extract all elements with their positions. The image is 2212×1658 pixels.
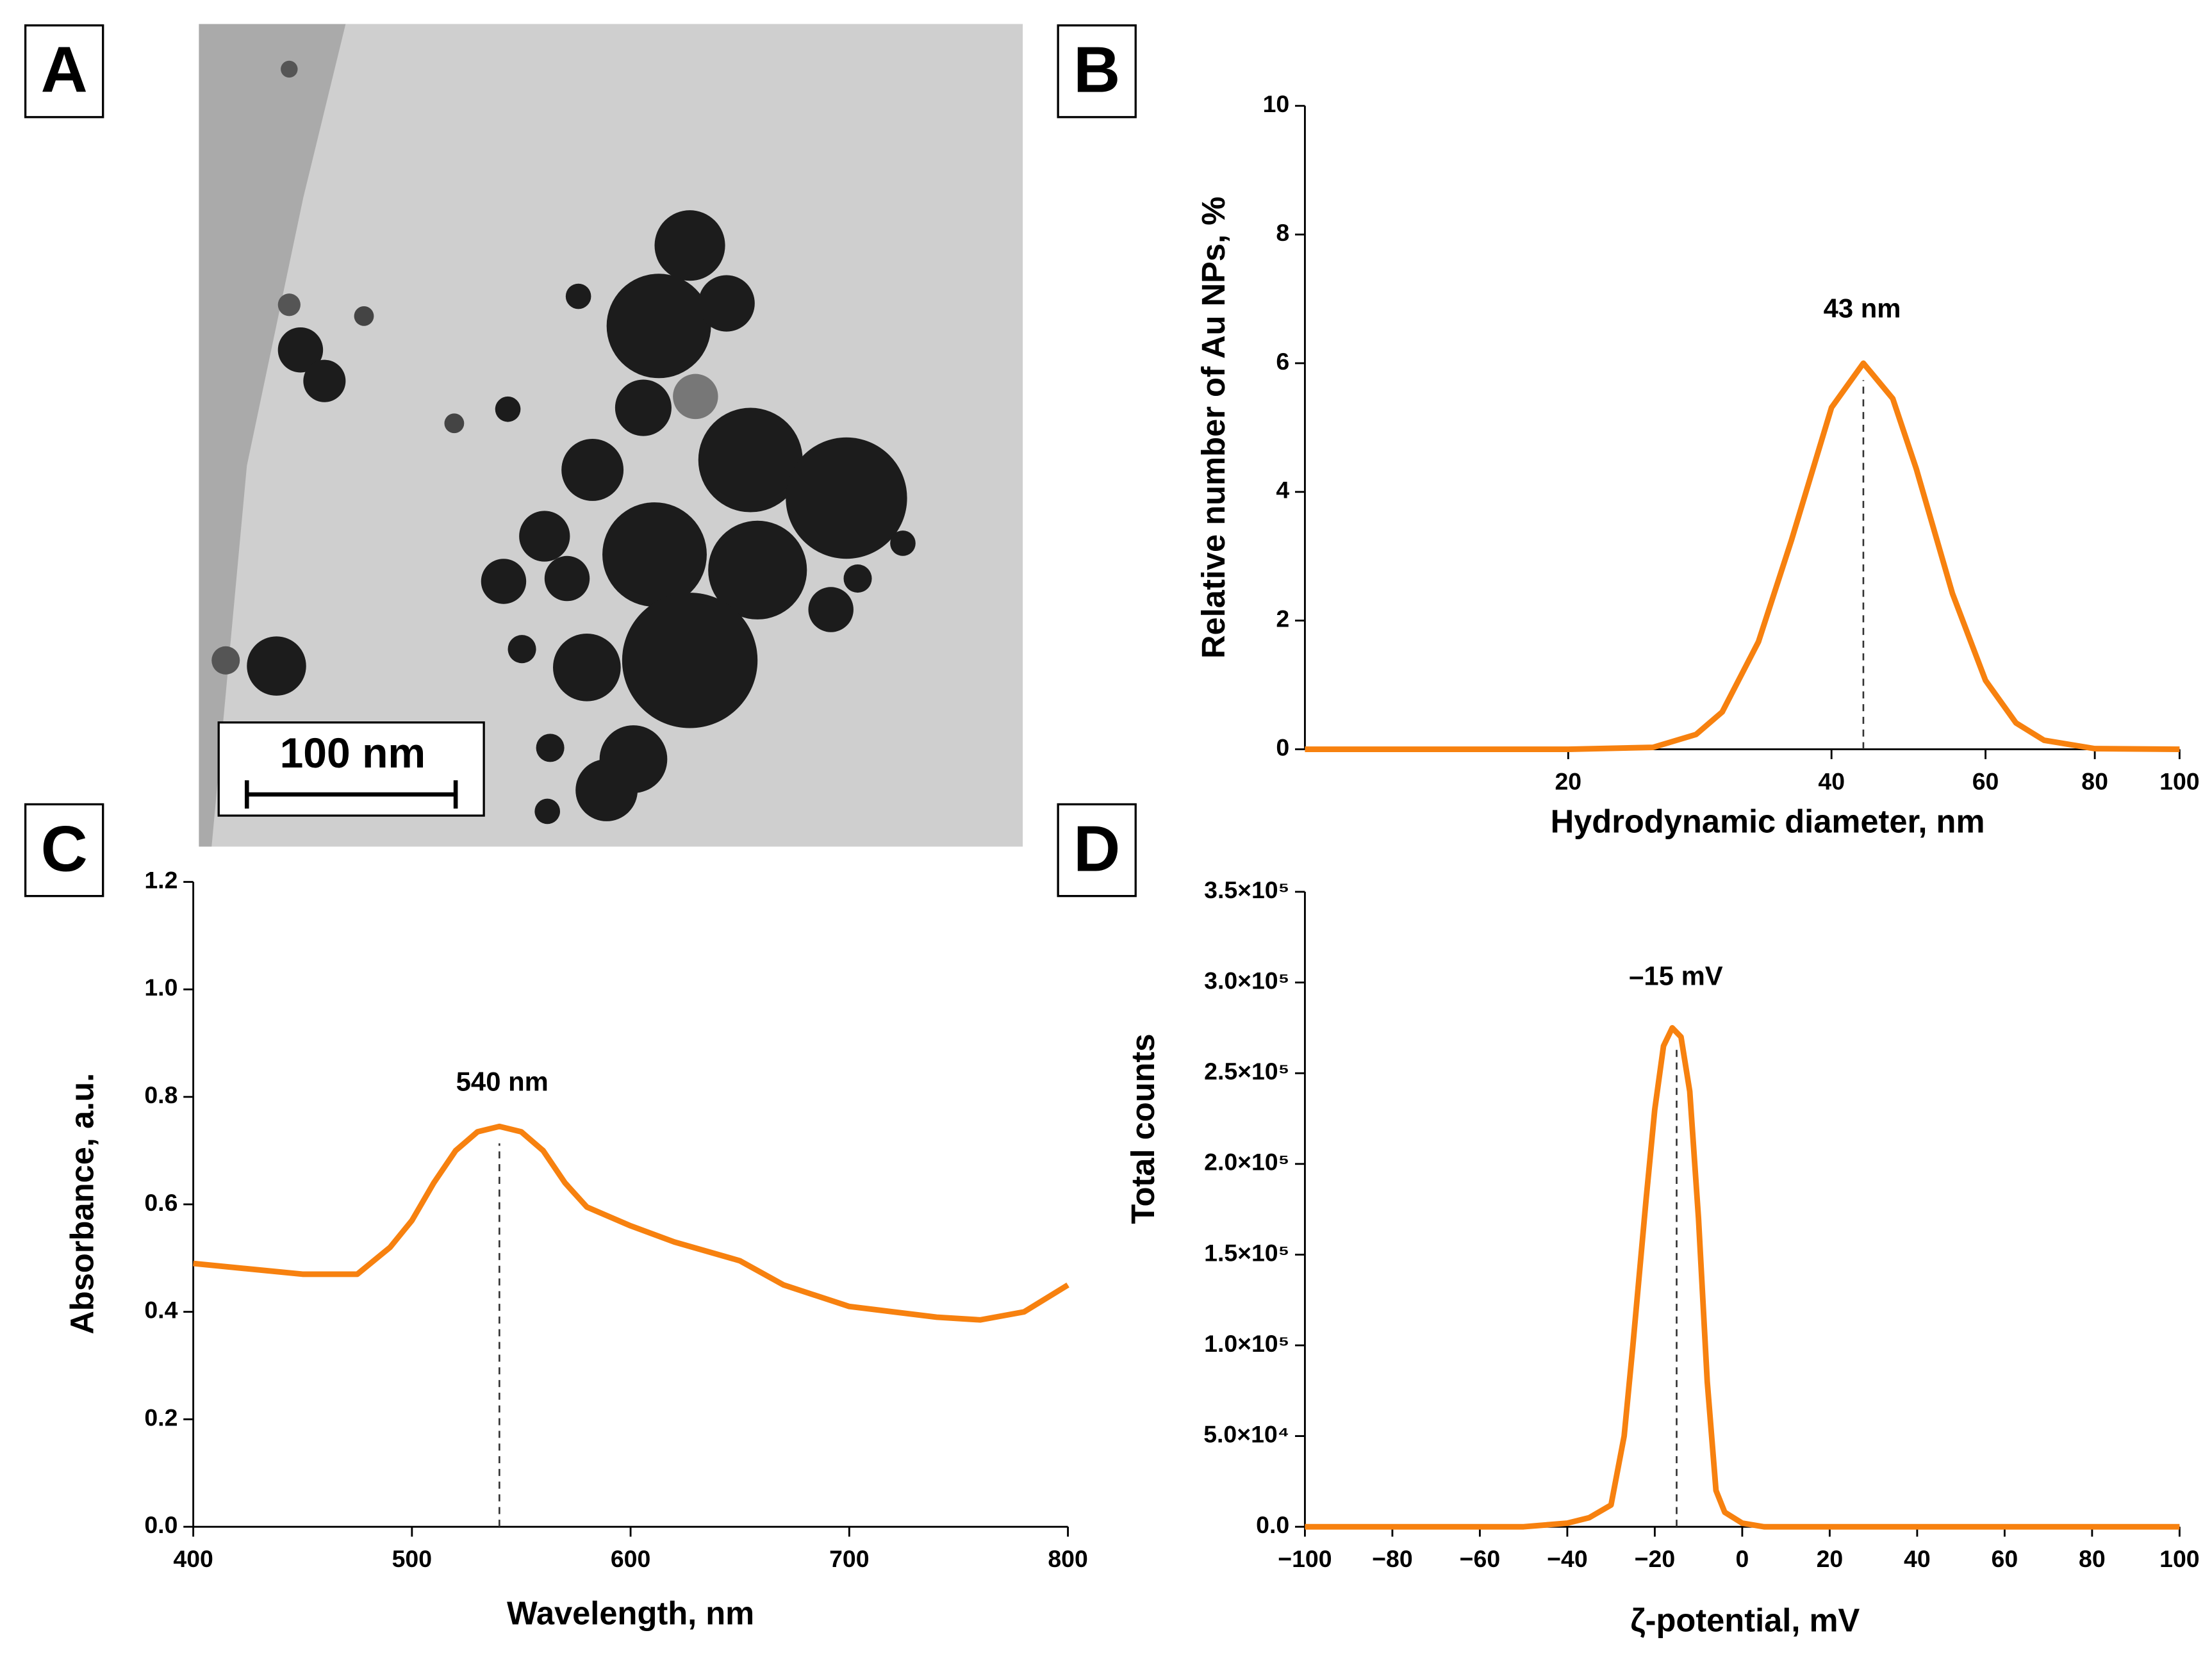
- y-tick-label: 2.5×10⁵: [1204, 1058, 1289, 1085]
- x-tick-label: −100: [1278, 1545, 1332, 1572]
- x-tick-label: −60: [1460, 1545, 1500, 1572]
- peak-annotation: 43 nm: [1824, 293, 1901, 324]
- x-tick-label: 800: [1048, 1545, 1087, 1572]
- y-tick-label: 2: [1276, 605, 1289, 632]
- tem-image: 100 nm: [199, 24, 1023, 847]
- panel-label: D: [1073, 812, 1120, 885]
- y-tick-label: 0.6: [144, 1189, 177, 1216]
- y-tick-label: 0: [1276, 734, 1289, 760]
- y-tick-label: 0.0: [1256, 1511, 1289, 1538]
- y-tick-label: 8: [1276, 219, 1289, 246]
- x-tick-label: 100: [2159, 1545, 2199, 1572]
- x-tick-label: 20: [1555, 767, 1581, 794]
- y-tick-label: 1.5×10⁵: [1204, 1239, 1289, 1266]
- y-tick-label: 3.0×10⁵: [1204, 967, 1289, 994]
- panel-label-box: [1057, 803, 1137, 898]
- y-axis-title: Total counts: [1125, 1033, 1161, 1224]
- x-tick-label: −40: [1547, 1545, 1587, 1572]
- y-tick-label: 4: [1276, 477, 1289, 504]
- peak-annotation: 540 nm: [456, 1067, 549, 1097]
- x-axis-title: Wavelength, nm: [507, 1595, 754, 1631]
- peak-annotation: –15 mV: [1629, 960, 1723, 990]
- tem-background: [199, 24, 1023, 847]
- y-tick-label: 5.0×10⁴: [1203, 1420, 1289, 1447]
- x-tick-label: 700: [829, 1545, 869, 1572]
- data-line: [1305, 360, 2180, 752]
- x-tick-label: 600: [611, 1545, 650, 1572]
- x-tick-label: 100: [2159, 767, 2199, 794]
- y-axis-title: Relative number of Au NPs, %: [1195, 197, 1232, 659]
- x-tick-label: −80: [1372, 1545, 1412, 1572]
- x-axis-title: Hydrodynamic diameter, nm: [1551, 803, 1985, 840]
- y-tick-label: 0.0: [144, 1511, 177, 1538]
- panel-label: B: [1073, 33, 1120, 106]
- x-tick-label: 80: [2079, 1545, 2106, 1572]
- y-tick-label: 3.5×10⁵: [1204, 876, 1289, 903]
- x-axis-title: ζ-potential, mV: [1630, 1602, 1860, 1638]
- panel-label-box: [24, 803, 104, 898]
- data-line: [1305, 1025, 2180, 1530]
- scale-bar-box: [217, 721, 485, 817]
- x-tick-label: 40: [1818, 767, 1845, 794]
- particles: [211, 60, 916, 825]
- panel-label: A: [41, 33, 88, 106]
- x-tick-label: 60: [1972, 767, 1999, 794]
- y-tick-label: 1.0×10⁵: [1204, 1330, 1289, 1357]
- y-tick-label: 6: [1276, 348, 1289, 375]
- x-tick-label: 20: [1817, 1545, 1844, 1572]
- y-tick-label: 0.4: [144, 1297, 177, 1324]
- y-axis-title: Absorbance, a.u.: [63, 1073, 100, 1334]
- x-tick-label: 40: [1904, 1545, 1931, 1572]
- x-tick-label: −20: [1635, 1545, 1675, 1572]
- y-tick-label: 2.0×10⁵: [1204, 1149, 1289, 1176]
- scale-bar-label: 100 nm: [280, 729, 426, 776]
- x-tick-label: 0: [1735, 1545, 1749, 1572]
- panel-label-box: [1057, 24, 1137, 119]
- data-line: [193, 1123, 1069, 1323]
- x-tick-label: 400: [173, 1545, 213, 1572]
- x-tick-label: 80: [2081, 767, 2108, 794]
- x-tick-label: 60: [1992, 1545, 2018, 1572]
- y-tick-label: 1.0: [144, 974, 177, 1001]
- y-tick-label: 0.8: [144, 1081, 177, 1108]
- y-tick-label: 10: [1263, 90, 1290, 117]
- panel-label: C: [41, 812, 88, 885]
- tem-film: [199, 24, 346, 847]
- x-tick-label: 500: [392, 1545, 432, 1572]
- y-tick-label: 1.2: [144, 866, 177, 893]
- y-tick-label: 0.2: [144, 1404, 177, 1431]
- panel-label-box: [24, 24, 104, 119]
